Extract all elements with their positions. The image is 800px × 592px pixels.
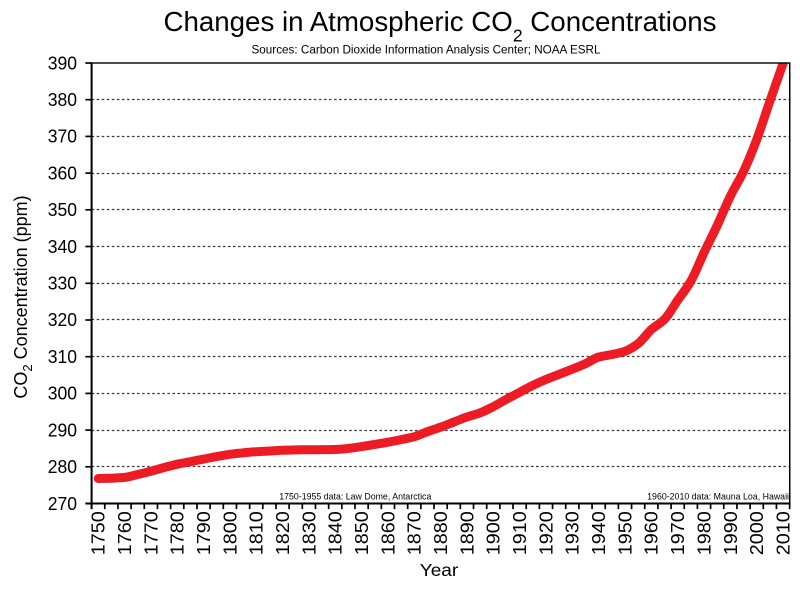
svg-text:1840: 1840 <box>326 511 346 555</box>
svg-text:1750-1955 data: Law Dome, Anta: 1750-1955 data: Law Dome, Antarctica <box>279 491 431 501</box>
svg-text:340: 340 <box>48 237 77 257</box>
svg-text:Year: Year <box>420 560 459 580</box>
svg-text:1790: 1790 <box>194 511 214 555</box>
svg-text:350: 350 <box>48 200 77 220</box>
svg-text:CO2 Concentration (ppm): CO2 Concentration (ppm) <box>11 195 35 398</box>
svg-text:1750: 1750 <box>89 511 109 555</box>
svg-text:390: 390 <box>48 53 77 73</box>
svg-text:1870: 1870 <box>405 511 425 555</box>
svg-text:1960: 1960 <box>642 511 662 555</box>
svg-text:290: 290 <box>48 420 77 440</box>
svg-text:1890: 1890 <box>457 511 477 555</box>
svg-text:1930: 1930 <box>563 511 583 555</box>
svg-text:1780: 1780 <box>168 511 188 555</box>
svg-text:1860: 1860 <box>378 511 398 555</box>
svg-text:1950: 1950 <box>615 511 635 555</box>
svg-text:370: 370 <box>48 127 77 147</box>
svg-text:1770: 1770 <box>141 511 161 555</box>
svg-text:1810: 1810 <box>247 511 267 555</box>
svg-text:380: 380 <box>48 90 77 110</box>
svg-text:1760: 1760 <box>115 511 135 555</box>
svg-text:1970: 1970 <box>668 511 688 555</box>
svg-text:300: 300 <box>48 384 77 404</box>
svg-text:330: 330 <box>48 274 77 294</box>
svg-text:1920: 1920 <box>536 511 556 555</box>
svg-text:2000: 2000 <box>747 511 767 555</box>
svg-text:1850: 1850 <box>352 511 372 555</box>
svg-text:360: 360 <box>48 163 77 183</box>
svg-text:280: 280 <box>48 457 77 477</box>
svg-text:Sources: Carbon Dioxide Inform: Sources: Carbon Dioxide Information Anal… <box>252 43 601 57</box>
svg-text:1990: 1990 <box>721 511 741 555</box>
svg-text:1940: 1940 <box>589 511 609 555</box>
svg-text:310: 310 <box>48 347 77 367</box>
svg-text:2010: 2010 <box>773 511 793 555</box>
svg-text:270: 270 <box>48 494 77 514</box>
svg-text:1960-2010 data: Mauna Loa, Haw: 1960-2010 data: Mauna Loa, Hawaii <box>647 491 789 501</box>
svg-text:1980: 1980 <box>694 511 714 555</box>
svg-text:1880: 1880 <box>431 511 451 555</box>
svg-text:1800: 1800 <box>220 511 240 555</box>
svg-text:1830: 1830 <box>299 511 319 555</box>
svg-text:1910: 1910 <box>510 511 530 555</box>
svg-text:1820: 1820 <box>273 511 293 555</box>
svg-text:1900: 1900 <box>484 511 504 555</box>
svg-text:320: 320 <box>48 310 77 330</box>
